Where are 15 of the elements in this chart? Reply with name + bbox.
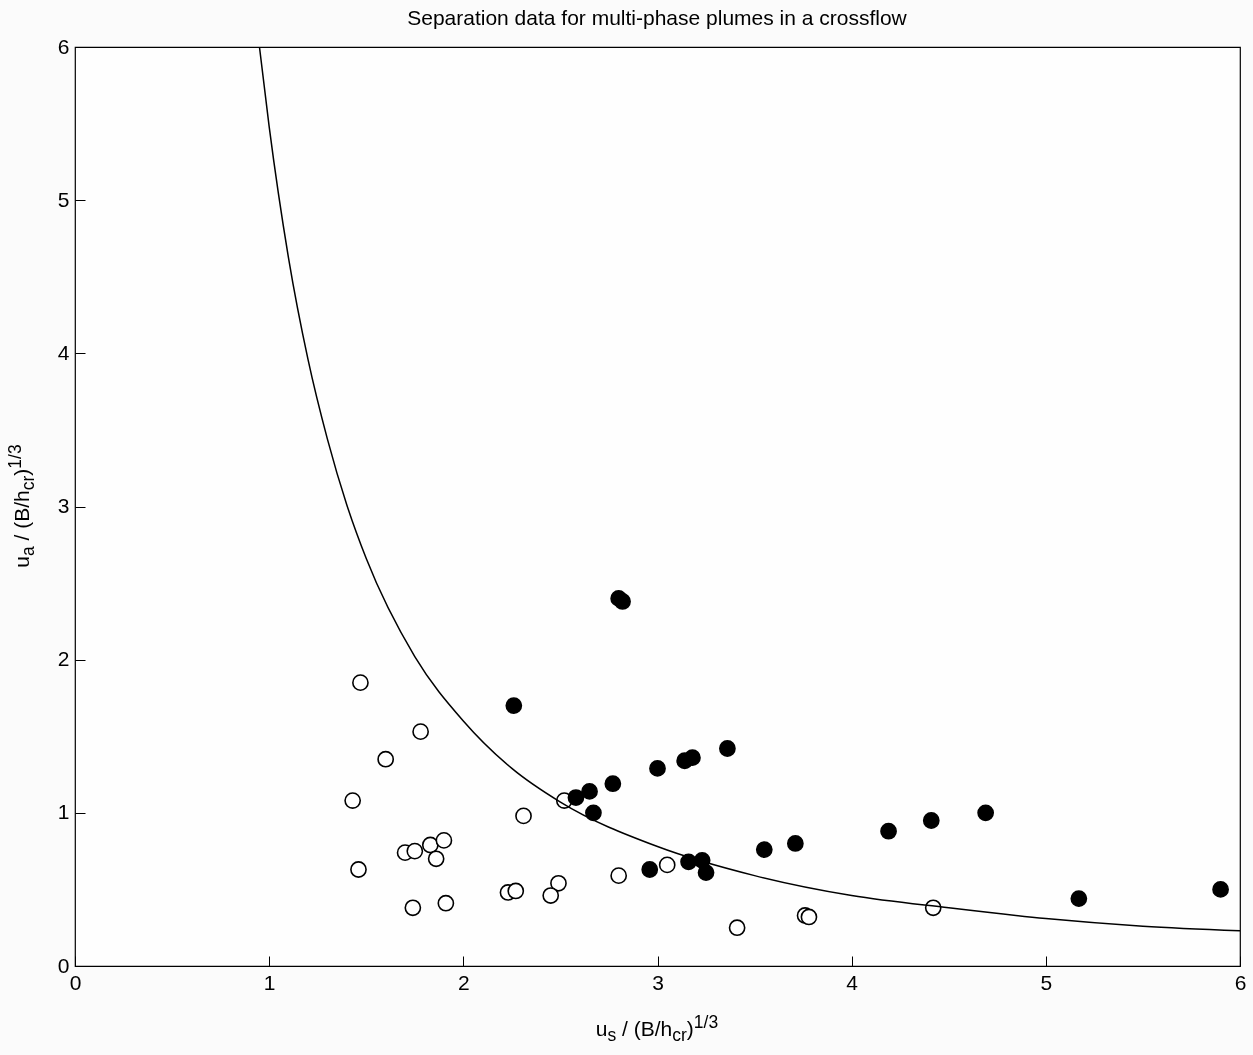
x-tick-label: 6	[1234, 970, 1247, 994]
y-tick-label: 6	[57, 34, 70, 58]
y-tick-label: 1	[57, 800, 70, 824]
y-tick-label: 5	[57, 187, 70, 211]
x-tick-label: 2	[457, 970, 470, 994]
y-tick-label: 3	[57, 494, 70, 517]
x-tick-label: 4	[846, 970, 859, 994]
x-axis-title: u$_{s}$ / (B/h$_{cr}$)$^{1/3}$	[595, 1012, 719, 1047]
x-tick-label: 5	[1040, 970, 1053, 994]
y-tick-label: 2	[57, 647, 70, 671]
x-tick-label: 1	[263, 970, 276, 994]
y-tick-label: 4	[57, 340, 70, 364]
x-tick-label: 3	[652, 970, 664, 994]
y-tick-label: 0	[57, 953, 70, 977]
chart-title: Separation data for multi-phase plumes in a crossflow	[407, 6, 907, 30]
